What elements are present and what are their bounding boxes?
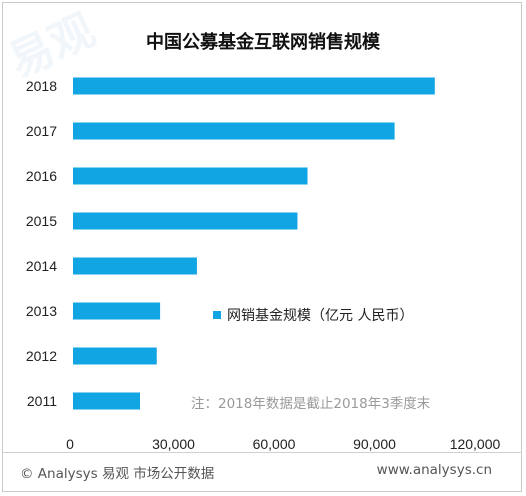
bar-2017 xyxy=(73,122,395,140)
footer-divider xyxy=(2,452,522,453)
category-label-2012: 2012 xyxy=(26,348,57,364)
bar-2013 xyxy=(73,302,161,320)
legend: 网销基金规模（亿元 人民币） xyxy=(213,305,413,325)
bar-2014 xyxy=(73,257,197,275)
x-tick-label: 90,000 xyxy=(353,436,396,452)
bar-2016 xyxy=(73,167,308,185)
footer-source: © Analysys 易观 市场公开数据 xyxy=(20,466,215,482)
x-tick-label: 30,000 xyxy=(152,436,195,452)
category-label-2014: 2014 xyxy=(26,258,57,274)
chart-frame xyxy=(2,2,522,492)
footer-website: www.analysys.cn xyxy=(376,462,492,478)
bar-2018 xyxy=(73,77,435,95)
bar-2012 xyxy=(73,347,157,365)
x-tick-label: 0 xyxy=(66,436,74,452)
category-label-2017: 2017 xyxy=(26,123,57,139)
category-label-2013: 2013 xyxy=(26,303,57,319)
category-label-2018: 2018 xyxy=(26,78,57,94)
legend-label: 网销基金规模（亿元 人民币） xyxy=(227,308,414,324)
x-tick-label: 60,000 xyxy=(253,436,296,452)
bar-2015 xyxy=(73,212,298,230)
chart-title: 中国公募基金互联网销售规模 xyxy=(146,32,380,53)
category-label-2015: 2015 xyxy=(26,213,57,229)
legend-swatch xyxy=(213,311,221,319)
x-tick-label: 120,000 xyxy=(450,436,501,452)
category-label-2011: 2011 xyxy=(27,393,57,409)
bar-2011 xyxy=(73,392,140,410)
category-label-2016: 2016 xyxy=(26,168,57,184)
chart-note: 注：2018年数据是截止2018年3季度末 xyxy=(191,396,431,412)
